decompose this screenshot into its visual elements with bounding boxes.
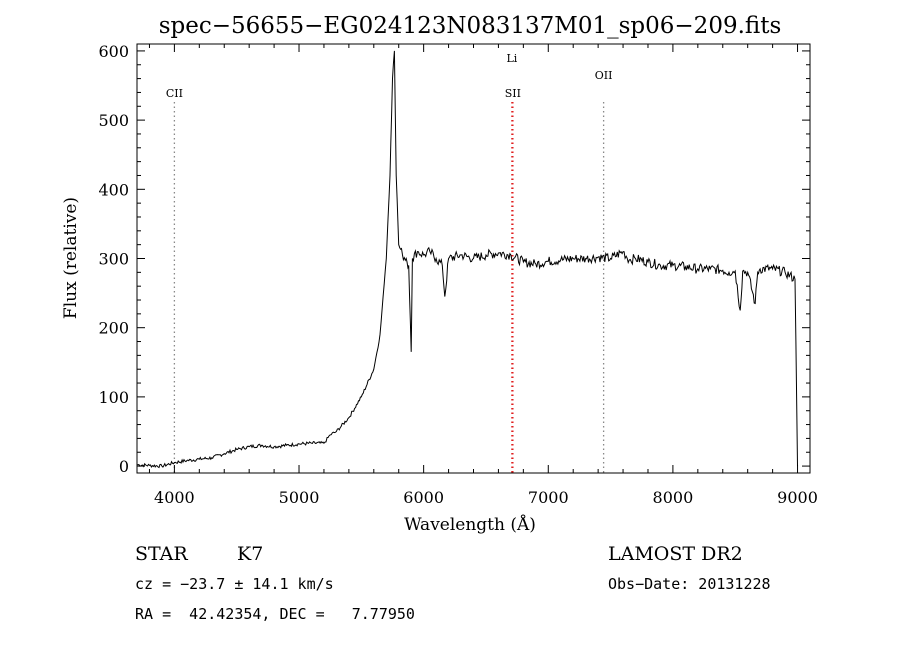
x-tick-label: 5000 [279,488,320,507]
x-tick-label: 7000 [528,488,569,507]
annotation-label-oii: OII [595,69,613,82]
y-tick-label: 0 [119,457,129,476]
y-axis-label: Flux (relative) [61,197,81,319]
y-axis-ticks: 0 100 200 300 400 500 600 [98,42,810,476]
annotation-label-sii: SII [505,87,521,100]
coordinates-readout: RA = 42.42354, DEC = 7.77950 [135,605,415,623]
object-subclass: K7 [237,543,263,565]
y-tick-label: 200 [98,319,129,338]
spectrum-series-line [136,50,798,469]
chart-title: spec−56655−EG024123N083137M01_sp06−209.f… [159,13,782,39]
survey-label: LAMOST DR2 [608,543,743,565]
y-tick-label: 500 [98,111,129,130]
line-annotations: CII Li SII OII [166,52,613,473]
y-tick-label: 600 [98,42,129,61]
x-tick-label: 9000 [777,488,818,507]
x-tick-label: 8000 [653,488,694,507]
cz-readout: cz = −23.7 ± 14.1 km/s [135,575,334,593]
obs-date: Obs−Date: 20131228 [608,575,771,593]
annotation-label-cii: CII [166,87,183,100]
y-tick-label: 400 [98,180,129,199]
y-tick-label: 300 [98,250,129,269]
object-class: STAR [135,543,188,565]
annotation-label-li: Li [506,52,517,65]
x-axis-ticks: 4000 5000 6000 7000 8000 9000 [148,44,818,507]
x-axis-label: Wavelength (Å) [404,514,536,535]
y-tick-label: 100 [98,388,129,407]
x-tick-label: 4000 [154,488,195,507]
x-tick-label: 6000 [403,488,444,507]
